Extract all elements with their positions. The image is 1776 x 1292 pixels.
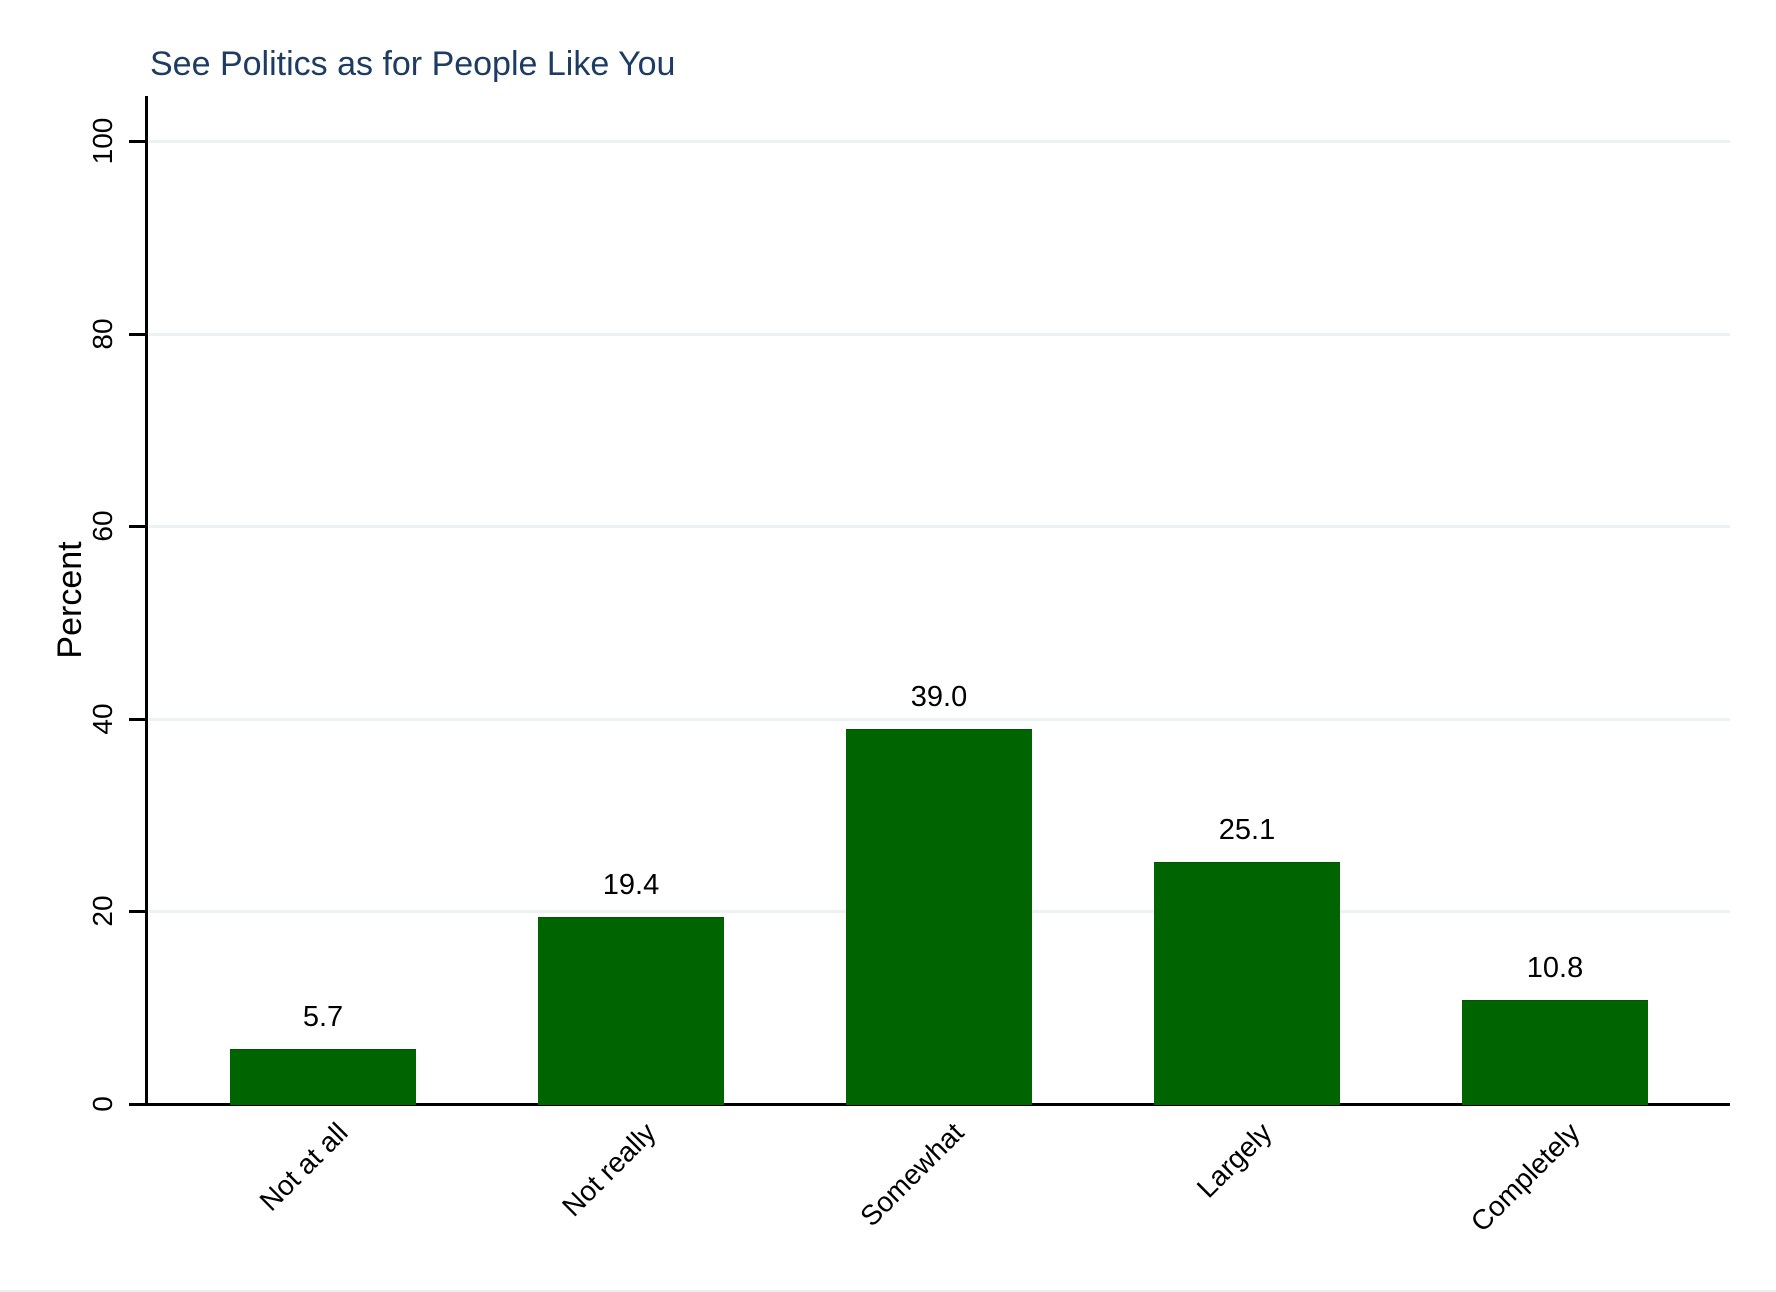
y-tick-label-100: 100 bbox=[87, 117, 118, 165]
y-tick-0 bbox=[129, 1103, 146, 1106]
bar-value-label-5: 10.8 bbox=[1526, 952, 1584, 984]
x-category-label-4: Largely bbox=[1190, 1116, 1278, 1204]
x-category-label-2: Not really bbox=[556, 1116, 662, 1223]
y-axis-title: Percent bbox=[51, 541, 89, 659]
y-tick-60 bbox=[129, 525, 146, 528]
bar-not-really bbox=[538, 917, 724, 1105]
y-axis-line bbox=[145, 96, 148, 1106]
bar-value-label-1: 5.7 bbox=[302, 1001, 344, 1033]
y-tick-80 bbox=[129, 333, 146, 336]
y-tick-label-80: 80 bbox=[87, 318, 118, 350]
y-tick-40 bbox=[129, 718, 146, 721]
gridline-100 bbox=[149, 140, 1730, 143]
bar-not-at-all bbox=[230, 1049, 416, 1105]
window-bottom-edge bbox=[0, 1290, 1776, 1292]
x-category-label-5: Completely bbox=[1464, 1116, 1586, 1238]
chart-title: See Politics as for People Like You bbox=[150, 45, 676, 83]
y-tick-100 bbox=[129, 140, 146, 143]
bar-value-label-2: 19.4 bbox=[602, 869, 660, 901]
bar-somewhat bbox=[846, 729, 1032, 1105]
y-tick-label-40: 40 bbox=[87, 703, 118, 735]
x-category-label-3: Somewhat bbox=[854, 1116, 970, 1233]
gridline-60 bbox=[149, 525, 1730, 528]
bar-value-label-4: 25.1 bbox=[1218, 814, 1276, 846]
x-category-label-1: Not at all bbox=[253, 1116, 354, 1217]
bar-value-label-3: 39.0 bbox=[910, 681, 968, 713]
y-tick-20 bbox=[129, 910, 146, 913]
y-tick-label-20: 20 bbox=[87, 895, 118, 927]
bar-largely bbox=[1154, 862, 1340, 1105]
y-tick-label-0: 0 bbox=[87, 1096, 118, 1112]
bar-completely bbox=[1462, 1000, 1648, 1105]
y-tick-label-60: 60 bbox=[87, 510, 118, 542]
gridline-40 bbox=[149, 718, 1730, 721]
gridline-80 bbox=[149, 333, 1730, 336]
